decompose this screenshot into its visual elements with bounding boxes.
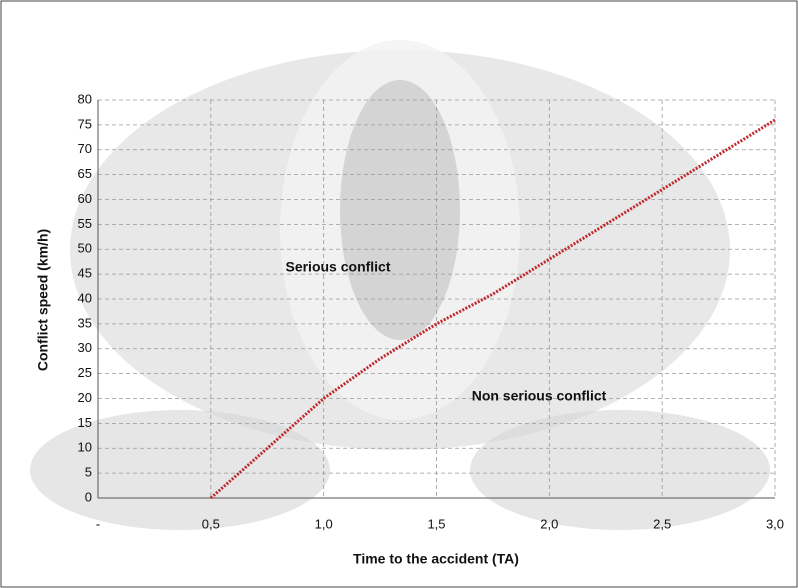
y-tick-label: 70: [78, 141, 92, 156]
y-tick-label: 55: [78, 216, 92, 231]
y-tick-label: 30: [78, 340, 92, 355]
x-tick-label: -: [96, 516, 100, 531]
x-tick-label: 1,5: [427, 516, 445, 531]
y-tick-label: 10: [78, 440, 92, 455]
x-tick-label: 3,0: [766, 516, 784, 531]
y-tick-label: 25: [78, 365, 92, 380]
y-tick-label: 5: [85, 465, 92, 480]
y-tick-label: 40: [78, 290, 92, 305]
annotation: Serious conflict: [285, 259, 390, 275]
x-tick-label: 2,5: [653, 516, 671, 531]
y-tick-label: 15: [78, 415, 92, 430]
x-axis-label: Time to the accident (TA): [353, 551, 519, 567]
y-tick-label: 35: [78, 315, 92, 330]
y-tick-label: 45: [78, 266, 92, 281]
y-tick-label: 65: [78, 166, 92, 181]
annotation: Non serious conflict: [472, 388, 607, 404]
y-axis-label: Conflict speed (km/h): [35, 229, 51, 371]
y-tick-label: 50: [78, 241, 92, 256]
x-tick-label: 2,0: [540, 516, 558, 531]
y-tick-label: 75: [78, 116, 92, 131]
y-tick-label: 60: [78, 191, 92, 206]
chart: Time to the accident (TA) Conflict speed…: [0, 0, 798, 588]
y-tick-label: 80: [78, 91, 92, 106]
y-tick-label: 0: [85, 489, 92, 504]
x-tick-label: 1,0: [315, 516, 333, 531]
y-tick-label: 20: [78, 390, 92, 405]
x-tick-label: 0,5: [202, 516, 220, 531]
